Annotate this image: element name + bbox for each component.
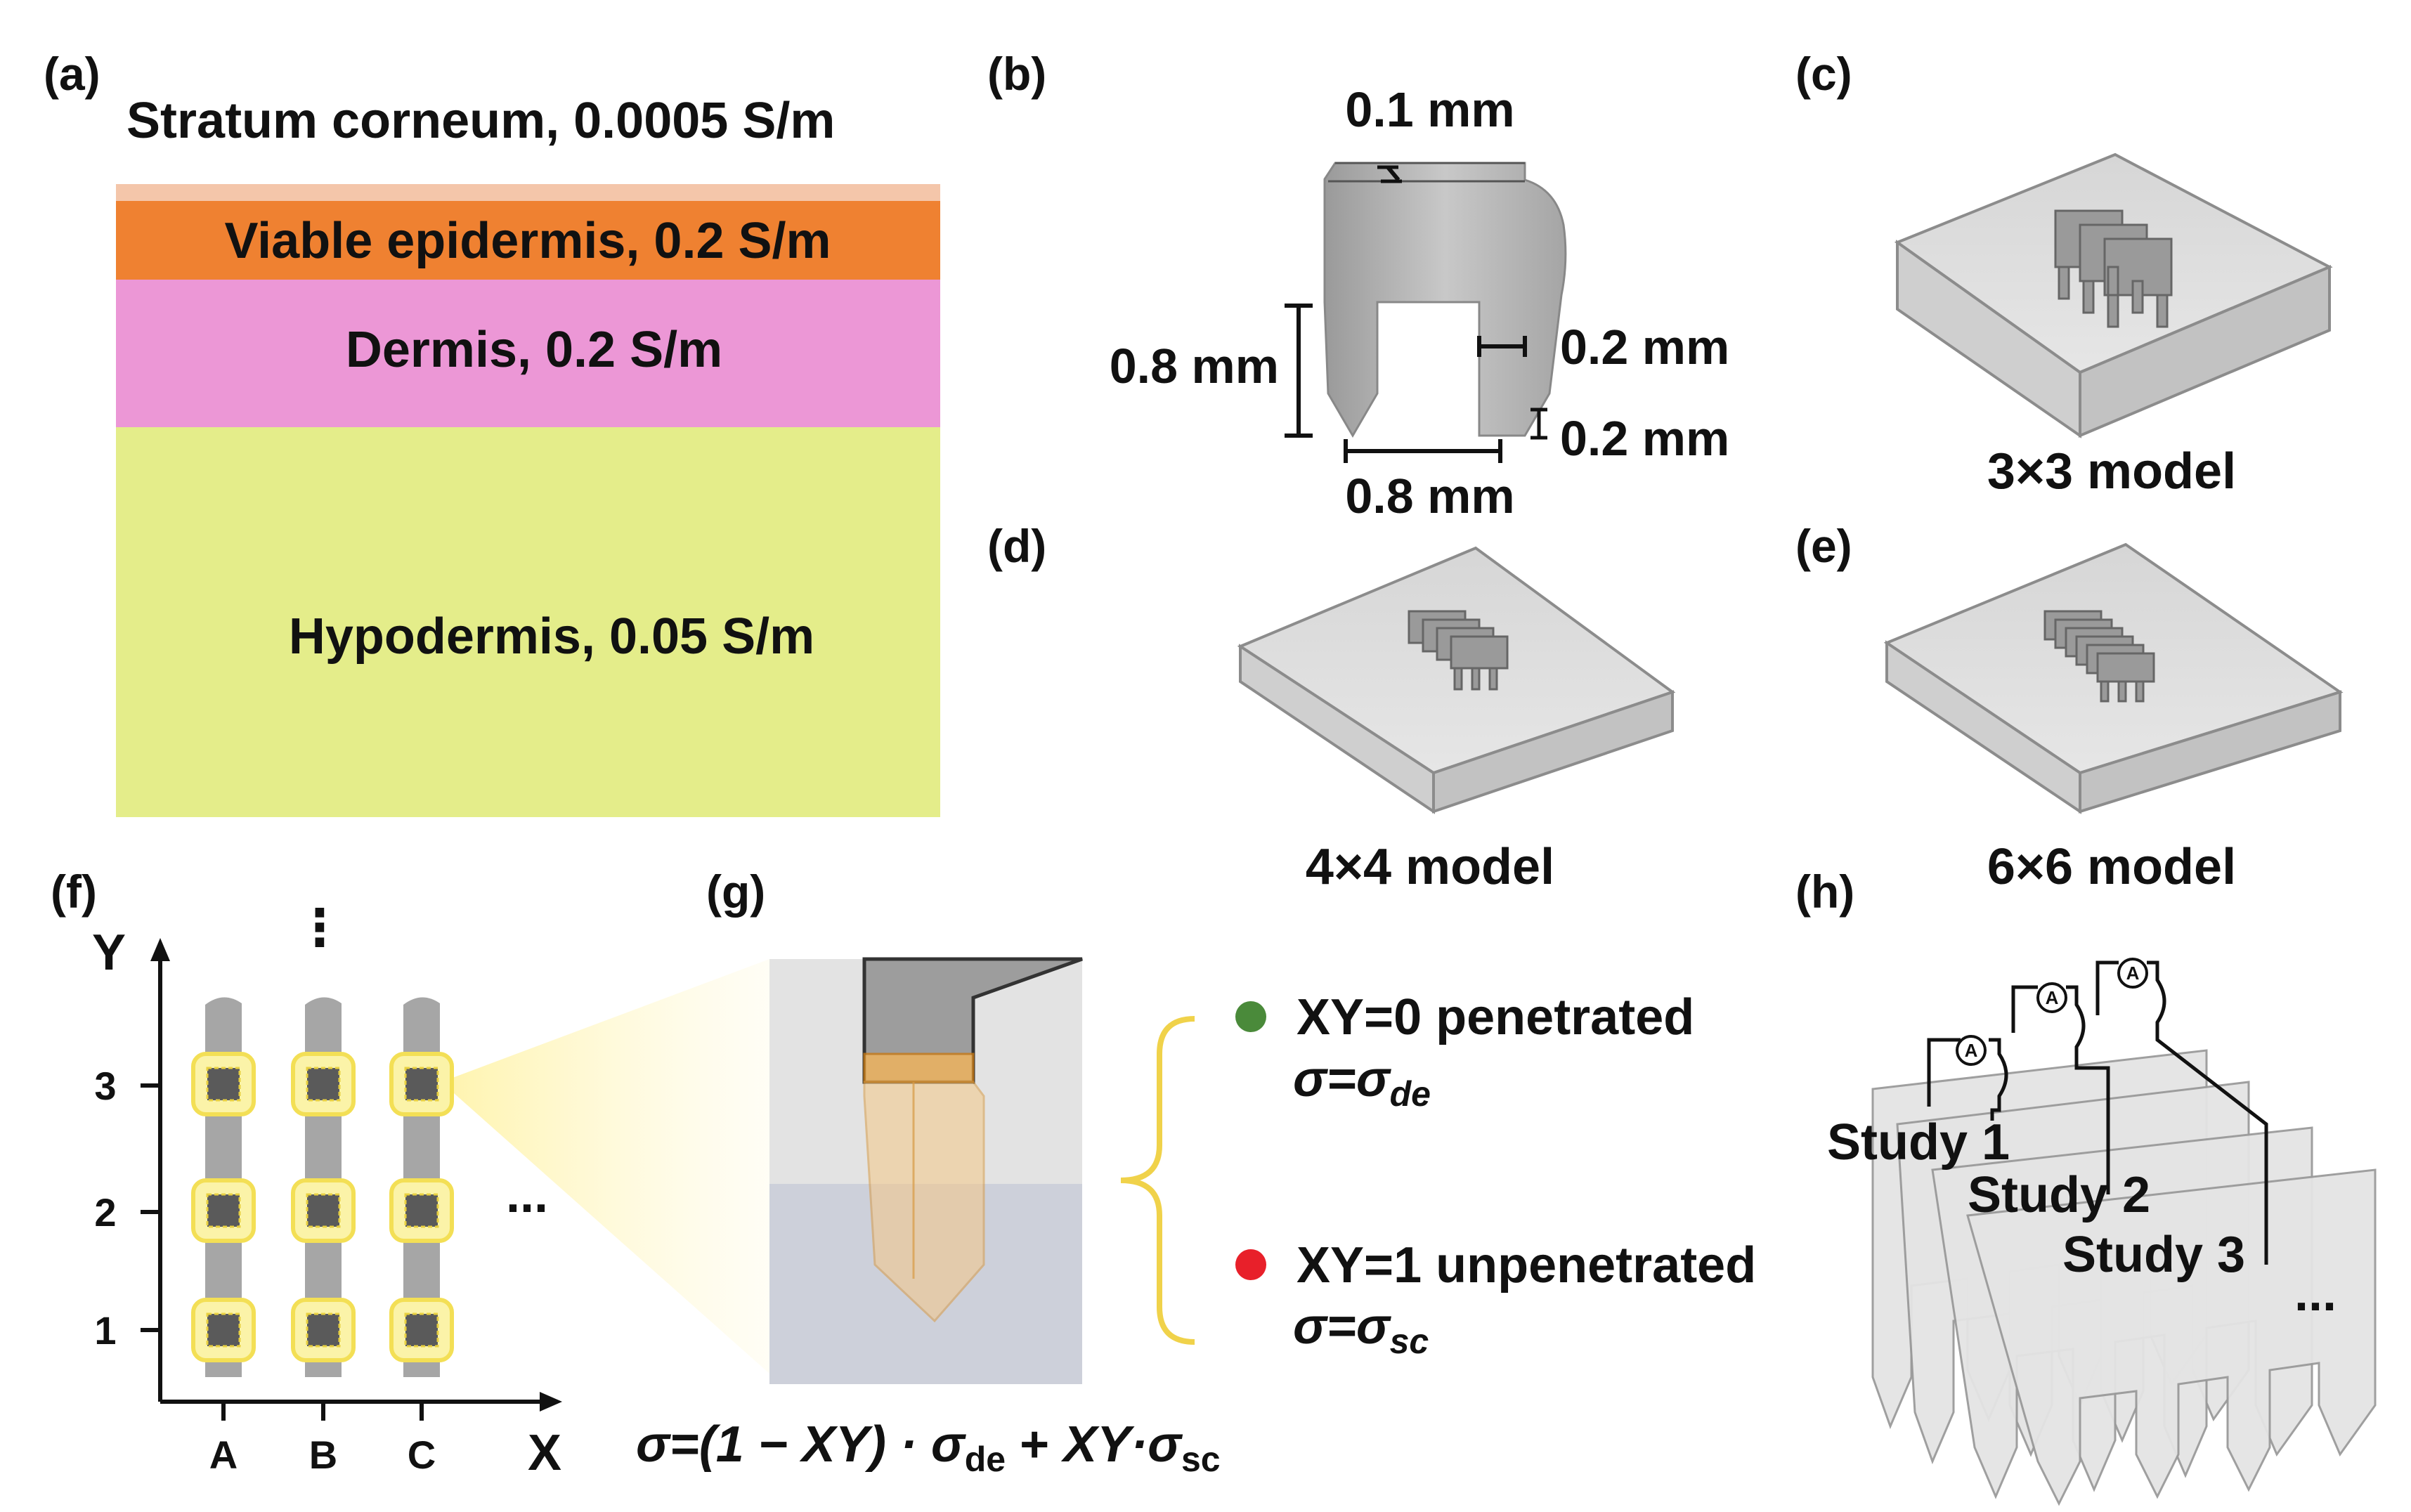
model-4x4-needles: [1408, 610, 1509, 691]
panel-d: (d) 4×4 model: [987, 520, 1676, 895]
dim-tip-height-bracket: [1531, 408, 1547, 440]
dim-width-bracket: [1344, 439, 1502, 463]
x-tick-a: A: [209, 1433, 238, 1477]
legend-unpenetrated-label: XY=1 unpenetrated: [1297, 1237, 1756, 1293]
y-tick-2: 2: [94, 1190, 116, 1234]
panel-c: (c) 3×3 model: [1795, 48, 2333, 500]
zoom-needle: [862, 957, 1083, 1323]
horizontal-ellipsis: ...: [506, 1167, 548, 1223]
panel-c-label: (c): [1795, 48, 1852, 100]
panel-g-label: (g): [706, 866, 765, 918]
y-axis-label: Y: [92, 925, 126, 981]
panel-g: (g) XY=0 penetrated σ=σde XY=1 unpenetra…: [636, 866, 1756, 1479]
panel-b-label: (b): [987, 48, 1046, 100]
study-sheets: [1871, 1049, 2377, 1506]
x-tick-c: C: [408, 1433, 436, 1477]
dim-height-bracket: [1285, 304, 1313, 438]
panel-a-label: (a): [44, 48, 100, 100]
dermis-label: Dermis, 0.2 S/m: [346, 322, 722, 378]
x-axis-label: X: [528, 1425, 561, 1481]
y-tick-1: 1: [94, 1308, 116, 1353]
study-more-ellipsis: ...: [2294, 1265, 2337, 1322]
hypodermis-label: Hypodermis, 0.05 S/m: [289, 608, 814, 665]
model-6x6-label: 6×6 model: [1987, 839, 2236, 895]
y-tick-3: 3: [94, 1064, 116, 1108]
microneedle-shape: [1323, 162, 1567, 438]
viable-epidermis-label: Viable epidermis, 0.2 S/m: [224, 213, 831, 269]
vertical-ellipsis: ⋮: [294, 900, 345, 956]
hypodermis-layer: [116, 427, 940, 817]
dim-tip-width-bracket: [1477, 336, 1527, 357]
svg-text:A: A: [1965, 1040, 1978, 1061]
model-4x4-label: 4×4 model: [1306, 839, 1554, 895]
dim-width-label: 0.8 mm: [1345, 469, 1514, 523]
viable-epidermis-layer: [116, 201, 940, 280]
panel-f-label: (f): [51, 866, 97, 918]
dim-top-marker: [1386, 166, 1401, 181]
dim-tip-height-label: 0.2 mm: [1560, 411, 1729, 466]
legend-unpenetrated-dot: [1235, 1249, 1266, 1280]
model-3x3-needles: [2054, 209, 2173, 328]
dim-top-label: 0.1 mm: [1345, 82, 1514, 137]
panel-h-label: (h): [1795, 866, 1854, 918]
study-3-label: Study 3: [2062, 1227, 2245, 1283]
beam: [441, 959, 769, 1374]
study-1-label: Study 1: [1827, 1114, 2010, 1171]
stratum-corneum-layer: [116, 184, 940, 201]
svg-text:A: A: [2046, 987, 2059, 1008]
legend-brace: [1120, 1016, 1195, 1345]
model-3x3-label: 3×3 model: [1987, 443, 2236, 500]
legend-penetrated-dot: [1235, 1001, 1266, 1032]
contact-pads: [191, 1052, 454, 1362]
x-tick-b: B: [309, 1433, 337, 1477]
panel-f: (f) Y X 3 2 1 A B C ⋮ ...: [51, 866, 769, 1481]
ammeter-glyphs: A A A: [1965, 963, 2140, 1061]
panel-b: (b) 0.1 mm 0.8 mm 0.8 mm 0.2 mm: [987, 48, 1729, 523]
legend-penetrated-label: XY=0 penetrated: [1297, 989, 1694, 1045]
panel-e-label: (e): [1795, 520, 1852, 572]
panel-h: (h) A A A Study 1 Study 2 Study 3 .: [1795, 866, 2377, 1506]
panel-d-label: (d): [987, 520, 1046, 572]
dim-height-label: 0.8 mm: [1110, 339, 1279, 393]
stratum-corneum-label: Stratum corneum, 0.0005 S/m: [126, 93, 835, 149]
ammeter-icons: [1956, 958, 2148, 1066]
grid-axes: [141, 938, 562, 1421]
legend-unpenetrated-sigma: σ=σsc: [1293, 1298, 1429, 1361]
formula: σ=(1 − XY) · σde + XY·σsc: [636, 1416, 1221, 1479]
circuit-wires: [1927, 960, 2268, 1265]
svg-text:A: A: [2126, 963, 2140, 984]
model-6x6-needles: [2043, 610, 2155, 703]
panel-e: (e) 6×6 model: [1795, 520, 2344, 895]
panel-a: (a) Stratum corneum, 0.0005 S/m Viable e…: [44, 48, 940, 817]
legend-penetrated-sigma: σ=σde: [1293, 1051, 1431, 1114]
dermis-layer: [116, 280, 940, 427]
study-2-label: Study 2: [1968, 1167, 2150, 1223]
dim-tip-width-label: 0.2 mm: [1560, 320, 1729, 374]
